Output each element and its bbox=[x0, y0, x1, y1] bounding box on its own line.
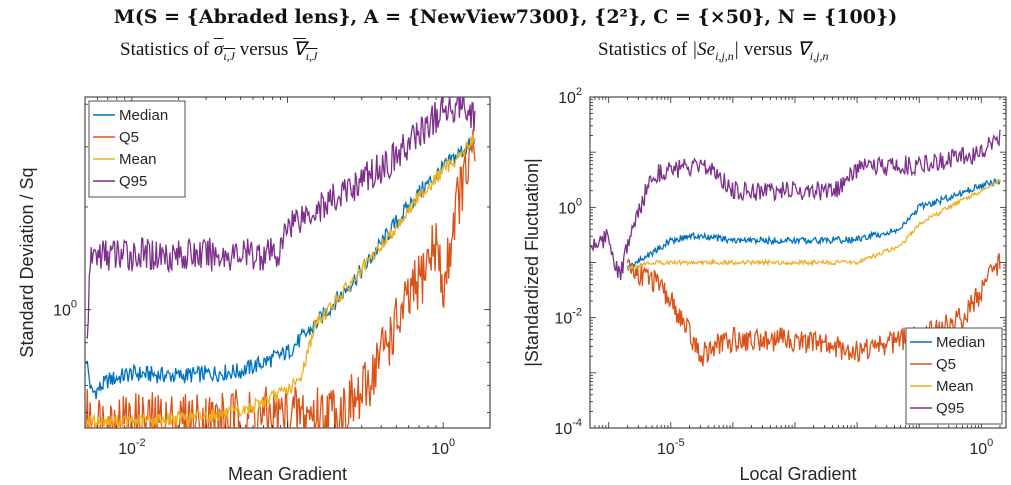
legend-label-q95: Q95 bbox=[119, 173, 147, 190]
x-axis-label: Local Gradient bbox=[739, 464, 856, 484]
right-subtitle: Statistics of |Sei,j,n| versus ∇i,j,n bbox=[598, 38, 828, 64]
left-subtitle-versus: versus bbox=[239, 39, 289, 60]
left-subtitle-nabla: ∇ι,J bbox=[293, 39, 318, 63]
right-subtitle-versus: versus bbox=[743, 39, 793, 60]
series-line-q95 bbox=[590, 129, 1001, 280]
right-subtitle-prefix: Statistics of bbox=[598, 39, 688, 60]
y-tick-label: 10-2 bbox=[554, 307, 582, 328]
chart-1: 10-2 100 100 Mean Gradient Standard Deviatio… bbox=[17, 96, 491, 484]
series-line-q95 bbox=[86, 97, 476, 339]
series-line-q5 bbox=[85, 129, 476, 428]
right-subtitle-se: |Sei,j,n| bbox=[691, 39, 740, 63]
series-line-mean bbox=[85, 135, 476, 428]
series-line-median bbox=[626, 178, 1001, 272]
x-tick-label: 100 bbox=[431, 437, 455, 458]
legend-label-q95: Q95 bbox=[936, 400, 964, 417]
left-subtitle-sigma: σι,J bbox=[213, 39, 235, 63]
legend-label-q5: Q5 bbox=[936, 356, 956, 373]
right-subtitle-nabla: ∇i,j,n bbox=[797, 39, 829, 63]
y-tick-label: 100 bbox=[53, 299, 77, 320]
legend-label-median: Median bbox=[119, 107, 168, 124]
series-line-mean bbox=[627, 179, 1001, 270]
legend: Median Q5 Mean Q95 bbox=[905, 327, 1003, 425]
y-axis-label: Standard Deviation / Sq bbox=[17, 167, 37, 357]
y-tick-label: 102 bbox=[558, 86, 582, 107]
chart-2: 10-5 100 10-4 10-2 100 102 Local Gradient |Stan… bbox=[522, 86, 1007, 484]
legend-label-mean: Mean bbox=[119, 151, 157, 168]
x-axis-label: Mean Gradient bbox=[228, 464, 347, 484]
y-axis-label: |Standardized Fluctuation| bbox=[522, 158, 542, 366]
y-tick-label: 100 bbox=[558, 196, 582, 217]
legend-label-median: Median bbox=[936, 334, 985, 351]
left-subtitle: Statistics of σι,J versus ∇ι,J bbox=[120, 38, 317, 64]
figure-title: M(S = {Abraded lens}, A = {NewView7300},… bbox=[113, 6, 898, 28]
x-tick-label: 10-5 bbox=[657, 437, 685, 458]
x-tick-label: 100 bbox=[969, 437, 993, 458]
y-tick-label: 10-4 bbox=[554, 417, 582, 438]
legend: Median Q5 Mean Q95 bbox=[88, 100, 186, 198]
legend-label-mean: Mean bbox=[936, 378, 974, 395]
left-subtitle-prefix: Statistics of bbox=[120, 39, 210, 60]
x-tick-label: 10-2 bbox=[118, 437, 146, 458]
legend-label-q5: Q5 bbox=[119, 129, 139, 146]
